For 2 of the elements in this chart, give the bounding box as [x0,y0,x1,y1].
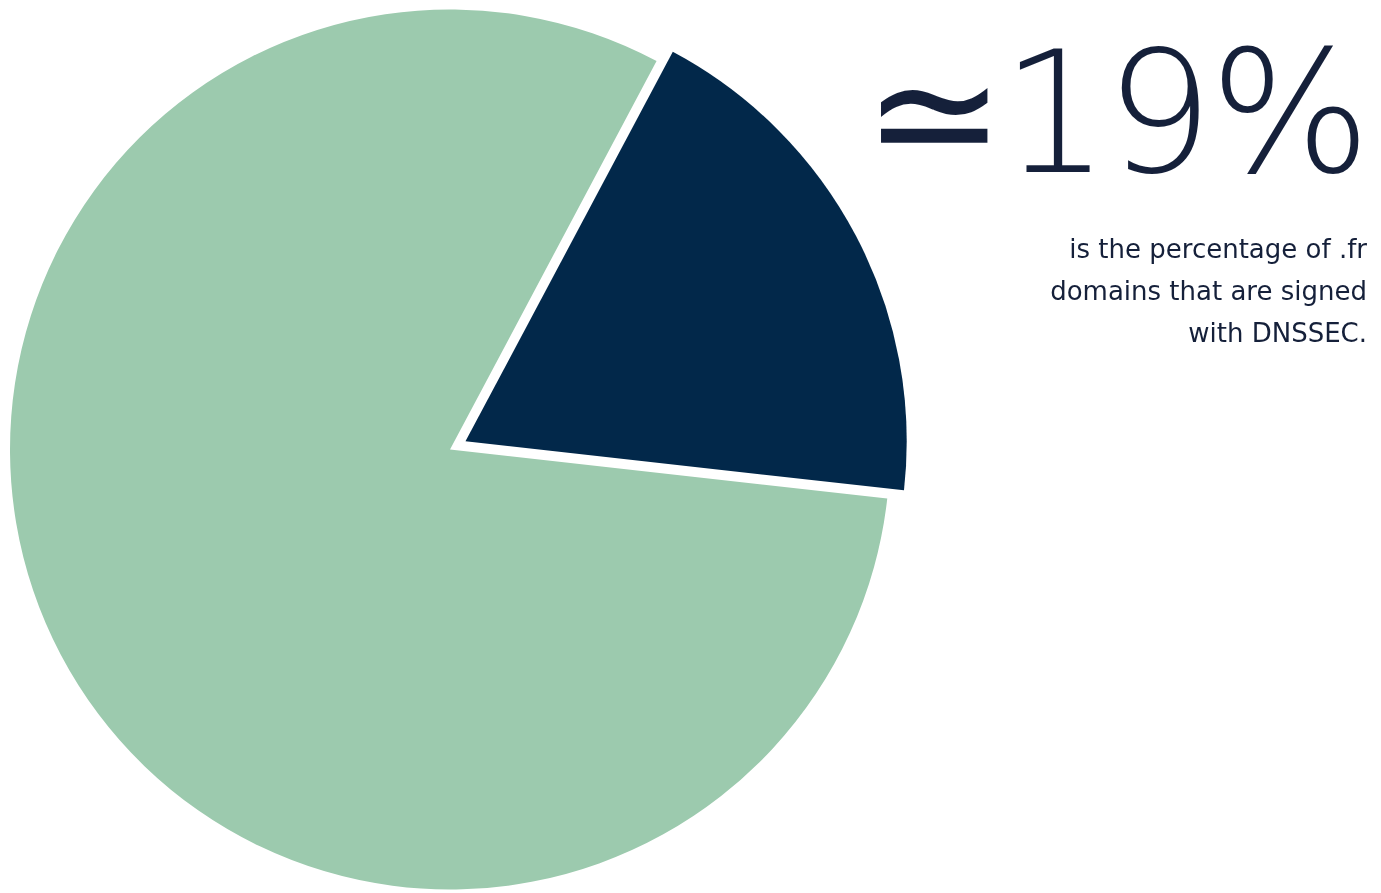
data-label: ≃19% [863,14,1367,212]
text: is the percentage of .fr domains that are signed with DNSSEC. [1049,233,1367,350]
